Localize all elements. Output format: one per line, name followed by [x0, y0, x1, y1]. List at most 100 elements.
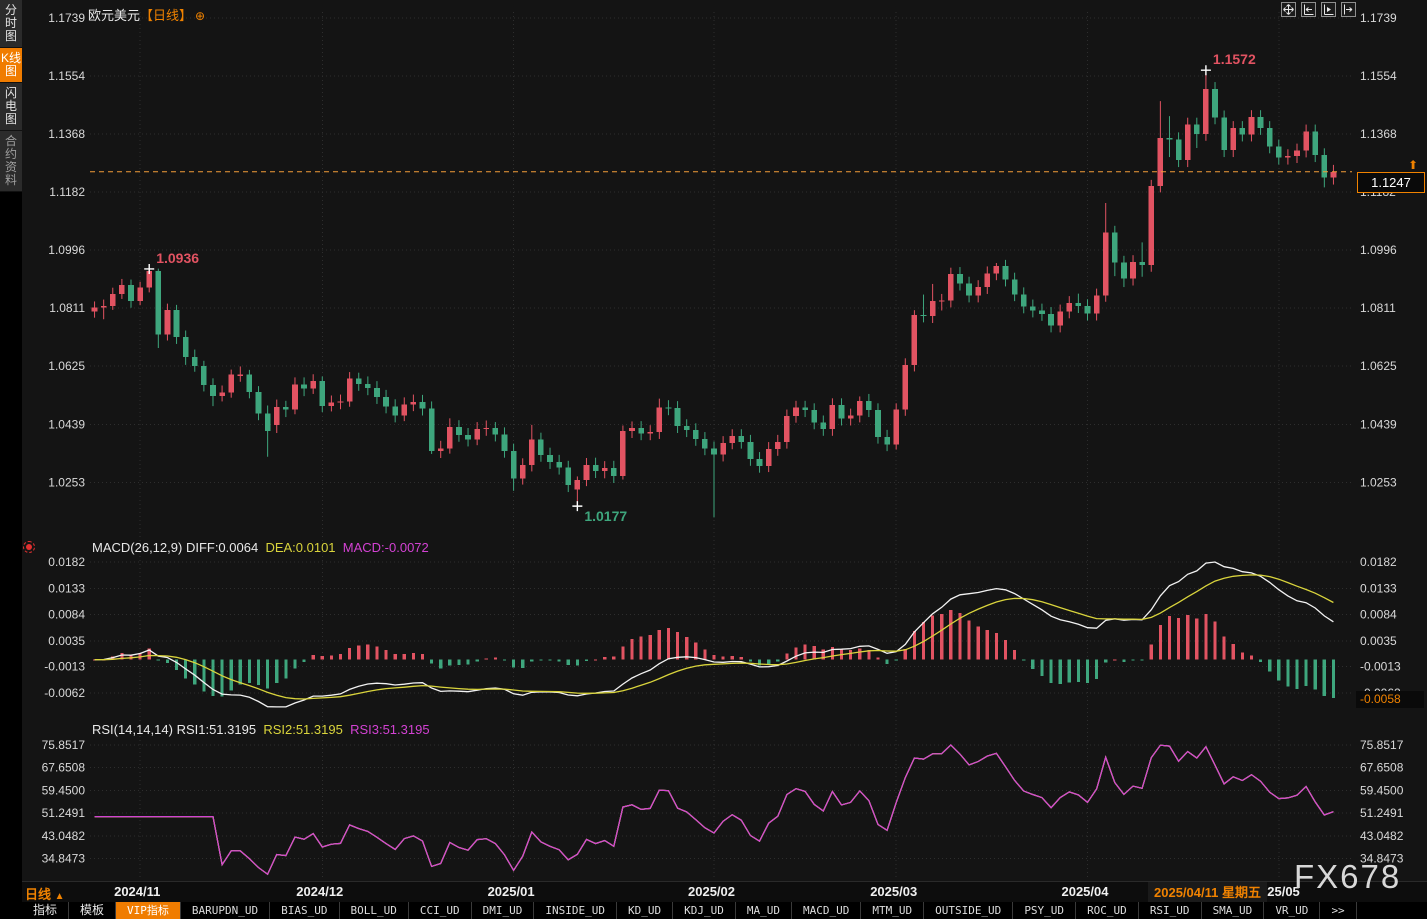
svg-text:1.1572: 1.1572	[1213, 51, 1256, 67]
svg-text:51.2491: 51.2491	[42, 806, 86, 820]
toolbar-tab-vr_ud[interactable]: VR_UD	[1264, 902, 1321, 919]
svg-text:1.0625: 1.0625	[48, 359, 85, 373]
sidebar-item-lightning-chart[interactable]: 闪电图	[0, 83, 22, 131]
date-axis-label: 2025/03	[870, 884, 918, 899]
svg-text:0.0133: 0.0133	[48, 581, 85, 595]
svg-text:75.8517: 75.8517	[42, 738, 86, 752]
svg-text:1.0177: 1.0177	[584, 508, 627, 524]
axis-compress-icon[interactable]	[1301, 2, 1316, 17]
svg-text:34.8473: 34.8473	[1360, 852, 1404, 866]
svg-text:-0.0013: -0.0013	[44, 660, 85, 674]
macd-legend: MACD(26,12,9) DIFF:0.0064 DEA:0.0101 MAC…	[92, 540, 429, 555]
macd-macd-value: MACD:-0.0072	[342, 540, 429, 555]
svg-text:-0.0013: -0.0013	[1360, 660, 1401, 674]
toolbar-tab-macd_ud[interactable]: MACD_UD	[792, 902, 862, 919]
toolbar-tab->>[interactable]: >>	[1320, 902, 1357, 919]
toolbar-tab-ma_ud[interactable]: MA_UD	[736, 902, 792, 919]
watermark: FX678	[1294, 858, 1402, 895]
svg-text:1.0625: 1.0625	[1360, 359, 1397, 373]
pan-crosshair-icon[interactable]	[1281, 2, 1296, 17]
svg-text:1.0253: 1.0253	[48, 475, 85, 489]
svg-text:67.6508: 67.6508	[42, 761, 86, 775]
add-compare-icon[interactable]: ⊕	[195, 9, 206, 23]
svg-text:67.6508: 67.6508	[1360, 761, 1404, 775]
selected-date-badge: 2025/04/11 星期五	[1148, 882, 1267, 903]
svg-text:0.0182: 0.0182	[1360, 555, 1397, 569]
date-axis-label: 2025/01	[487, 884, 535, 899]
toolbar-tab-roc_ud[interactable]: ROC_UD	[1076, 902, 1139, 919]
symbol-name: 欧元美元	[88, 8, 141, 23]
svg-text:1.0996: 1.0996	[1360, 243, 1397, 257]
candles-layer	[91, 70, 1337, 518]
sidebar-item-candlestick-chart[interactable]: K线图	[0, 48, 22, 83]
date-axis-row: 日线 ▲ 2025/04/11 星期五 2024/11 2024/12 2025/0…	[0, 881, 1427, 903]
rsi-legend: RSI(14,14,14) RSI1:51.3195 RSI2:51.3195 …	[92, 722, 430, 737]
toolbar-tab-kd_ud[interactable]: KD_UD	[617, 902, 674, 919]
toolbar-tab-inside_ud[interactable]: INSIDE_UD	[534, 902, 617, 919]
macd-title: MACD(26,12,9)	[92, 540, 183, 555]
svg-text:1.1182: 1.1182	[49, 185, 85, 199]
period-selector[interactable]: 日线 ▲	[25, 887, 65, 902]
svg-text:1.0811: 1.0811	[49, 301, 85, 315]
sidebar-item-timeline-chart[interactable]: 分时图	[0, 0, 22, 48]
period-bracket: 【日线】	[140, 8, 193, 23]
current-macd-box: -0.0058	[1356, 691, 1424, 708]
svg-text:43.0482: 43.0482	[1360, 829, 1404, 843]
svg-text:0.0035: 0.0035	[48, 634, 85, 648]
svg-text:1.1554: 1.1554	[48, 69, 85, 83]
chevron-up-icon: ▲	[54, 891, 65, 902]
toolbar-tab-mtm_ud[interactable]: MTM_UD	[861, 902, 925, 919]
svg-text:1.0811: 1.0811	[1360, 301, 1396, 315]
rsi-title: RSI(14,14,14)	[92, 722, 173, 737]
svg-text:0.0035: 0.0035	[1360, 634, 1397, 648]
axis-cursor-icon[interactable]	[1321, 2, 1336, 17]
toolbar-tab-boll_ud[interactable]: BOLL_UD	[340, 902, 409, 919]
macd-diff-value: DIFF:0.0064	[185, 540, 259, 555]
rsi1-value: RSI1:51.3195	[176, 722, 257, 737]
svg-text:1.0439: 1.0439	[48, 417, 85, 431]
indicator-layer: 1.0936 1.0177 1.1572	[90, 51, 1352, 876]
svg-text:1.1368: 1.1368	[48, 127, 85, 141]
svg-text:1.1739: 1.1739	[48, 11, 85, 25]
indicator-toolbar: 指标 模板 VIP指标 BARUPDN_UD BIAS_UD BOLL_UD CCI_UD D…	[22, 902, 1427, 919]
toolbar-tab-[interactable]: 模板	[69, 902, 117, 919]
toolbar-tab-psy_ud[interactable]: PSY_UD	[1013, 902, 1077, 919]
toolbar-tab-dmi_ud[interactable]: DMI_UD	[472, 902, 535, 919]
chart-tools	[1281, 2, 1356, 17]
svg-text:1.1739: 1.1739	[1360, 11, 1397, 25]
toolbar-tab-outside_ud[interactable]: OUTSIDE_UD	[924, 902, 1014, 919]
indicator-marker-icon[interactable]	[23, 541, 35, 553]
axis-labels-layer: 1.1739 1.1739 1.1554 1.1554 1.1368 1.1368 1.11…	[42, 11, 1404, 866]
toolbar-tab-kdj_ud[interactable]: KDJ_UD	[673, 902, 736, 919]
date-axis-label: 2024/11	[114, 884, 161, 899]
svg-text:1.1368: 1.1368	[1360, 127, 1397, 141]
toolbar-tab-[interactable]: 指标	[22, 902, 70, 919]
svg-text:1.0936: 1.0936	[156, 250, 199, 266]
svg-text:1.0253: 1.0253	[1360, 475, 1397, 489]
date-axis-label: 2025/02	[688, 884, 735, 899]
macd-dea-value: DEA:0.0101	[265, 540, 336, 555]
toolbar-tab-rsi_ud[interactable]: RSI_UD	[1139, 902, 1202, 919]
svg-text:34.8473: 34.8473	[42, 852, 86, 866]
svg-text:43.0482: 43.0482	[42, 829, 86, 843]
svg-text:-0.0062: -0.0062	[44, 686, 85, 700]
svg-text:59.4500: 59.4500	[42, 783, 86, 797]
svg-text:0.0133: 0.0133	[1360, 581, 1397, 595]
date-axis-label: 2025/04	[1061, 884, 1109, 899]
toolbar-tab-vip[interactable]: VIP指标	[116, 902, 181, 919]
chart-title: 欧元美元【日线】 ⊕	[88, 5, 205, 24]
rsi2-value: RSI2:51.3195	[263, 722, 343, 737]
toolbar-tab-sma_ud[interactable]: SMA_UD	[1202, 902, 1265, 919]
main-chart-canvas[interactable]: 1.0936 1.0177 1.1572 1.1739 1.1739 1.1554 1.15…	[0, 0, 1427, 881]
sidebar-item-contract-info[interactable]: 合约资料	[0, 131, 22, 192]
toolbar-tab-bias_ud[interactable]: BIAS_UD	[270, 902, 340, 919]
svg-text:75.8517: 75.8517	[1360, 738, 1404, 752]
svg-text:0.0084: 0.0084	[1360, 608, 1397, 622]
svg-text:1.1554: 1.1554	[1360, 69, 1397, 83]
svg-text:0.0182: 0.0182	[48, 555, 85, 569]
current-price-box: 1.1247	[1357, 172, 1425, 193]
toolbar-tab-barupdn_ud[interactable]: BARUPDN_UD	[181, 902, 271, 919]
toolbar-tab-cci_ud[interactable]: CCI_UD	[409, 902, 472, 919]
axis-expand-icon[interactable]	[1341, 2, 1356, 17]
